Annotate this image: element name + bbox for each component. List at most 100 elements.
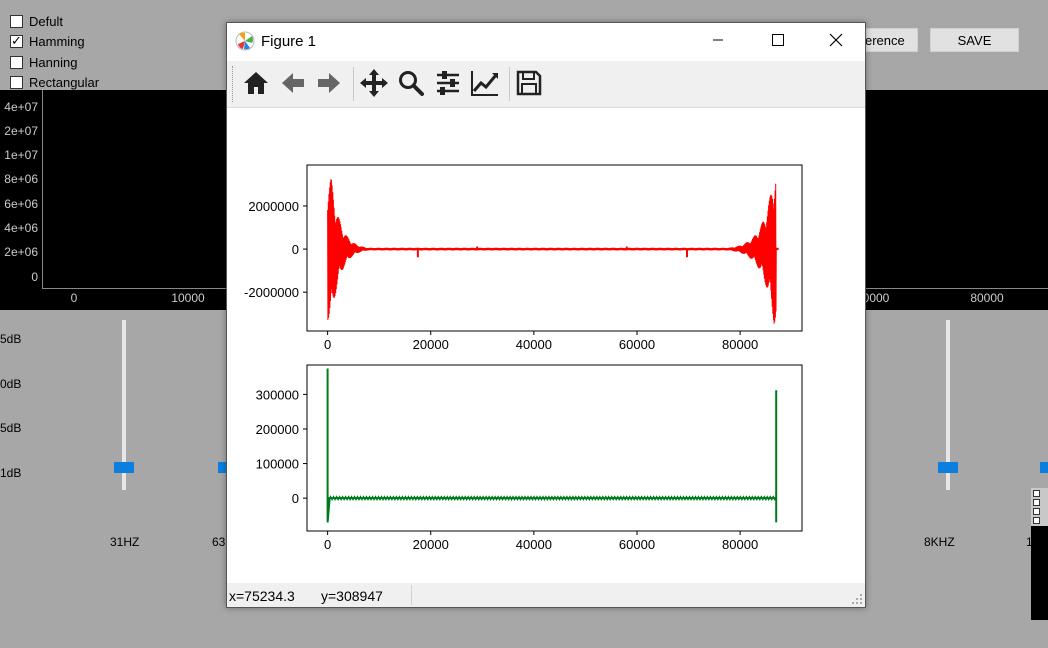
freq-label-31hz: 31HZ bbox=[110, 535, 140, 549]
window-option-hanning[interactable]: Hanning bbox=[10, 53, 77, 71]
axes-frame bbox=[306, 164, 803, 332]
defult-label: Defult bbox=[29, 13, 63, 29]
edit-curve-button[interactable] bbox=[469, 68, 501, 100]
toolbar-separator bbox=[509, 67, 510, 101]
resize-grip-icon[interactable] bbox=[851, 593, 863, 608]
title-bar[interactable]: Figure 1 bbox=[227, 23, 865, 61]
fft-noise-band bbox=[326, 495, 777, 502]
forward-button[interactable] bbox=[313, 68, 345, 100]
spectrum-y-axis bbox=[42, 90, 43, 288]
db-label: 1dB bbox=[0, 466, 22, 480]
toolbar-separator bbox=[353, 67, 354, 101]
y-tick-label: 200000 bbox=[256, 422, 299, 437]
axes-frame bbox=[306, 364, 803, 532]
forward-arrow-icon bbox=[315, 69, 343, 100]
window-title: Figure 1 bbox=[261, 33, 317, 50]
spectrum-plot-left: 4e+07 2e+07 1e+07 8e+06 6e+06 4e+06 2e+0… bbox=[0, 90, 232, 310]
eq-slider-63hz-handle[interactable] bbox=[218, 462, 226, 473]
y-tick-label: 100000 bbox=[256, 457, 299, 472]
x-tick-label: 80000 bbox=[722, 337, 758, 352]
back-arrow-icon bbox=[279, 69, 307, 100]
y-tick: 2e+07 bbox=[4, 124, 38, 138]
rectangular-checkbox[interactable] bbox=[10, 75, 23, 89]
spectrum-plot-right: 0000 80000 bbox=[863, 90, 1048, 310]
y-tick: 2e+06 bbox=[4, 245, 38, 259]
figure-canvas[interactable]: 0 20000 40000 60000 80000 2000000 0 -2000000 0 20… bbox=[227, 108, 865, 583]
cursor-y-readout: y=308947 bbox=[321, 588, 383, 604]
configure-subplots-icon bbox=[434, 69, 462, 100]
zoom-icon bbox=[397, 69, 425, 100]
y-tick: 4e+07 bbox=[4, 100, 38, 114]
x-tick: 10000 bbox=[171, 291, 205, 305]
save-button[interactable]: SAVE bbox=[930, 28, 1019, 52]
pan-button[interactable] bbox=[358, 68, 390, 100]
maximize-icon bbox=[772, 33, 784, 49]
cursor-x-readout: x=75234.3 bbox=[229, 588, 295, 604]
home-button[interactable] bbox=[240, 68, 272, 100]
rectangular-label: Rectangular bbox=[29, 74, 100, 90]
zoom-button[interactable] bbox=[395, 68, 427, 100]
freq-label-8khz: 8KHZ bbox=[924, 535, 955, 549]
x-tick: 80000 bbox=[970, 291, 1004, 305]
x-tick-label: 60000 bbox=[619, 537, 655, 552]
y-tick: 6e+06 bbox=[4, 197, 38, 211]
status-separator bbox=[411, 585, 412, 605]
y-tick: 4e+06 bbox=[4, 221, 38, 235]
save-icon bbox=[515, 69, 543, 100]
home-icon bbox=[242, 69, 270, 100]
difference-button[interactable]: erence bbox=[860, 28, 918, 52]
y-tick-label: 300000 bbox=[256, 387, 299, 402]
eq-slider-8khz-handle[interactable] bbox=[938, 462, 958, 473]
y-tick-label: 0 bbox=[292, 491, 299, 506]
back-button[interactable] bbox=[277, 68, 309, 100]
db-label: 5dB bbox=[0, 421, 22, 435]
minimize-icon bbox=[712, 34, 724, 49]
maximize-button[interactable] bbox=[755, 23, 801, 59]
edit-curve-icon bbox=[470, 69, 500, 100]
x-tick-label: 20000 bbox=[413, 337, 449, 352]
spectrum-x-axis bbox=[42, 288, 232, 289]
nested-window-thumbnail bbox=[1031, 488, 1048, 620]
x-tick-label: 80000 bbox=[722, 537, 758, 552]
y-tick: 1e+07 bbox=[4, 148, 38, 162]
x-tick-label: 40000 bbox=[516, 337, 552, 352]
x-tick-label: 60000 bbox=[619, 337, 655, 352]
pan-icon bbox=[359, 68, 389, 101]
window-option-hamming[interactable]: Hamming bbox=[10, 32, 85, 50]
y-tick: 0 bbox=[31, 270, 38, 284]
x-tick: 0000 bbox=[862, 291, 890, 305]
eq-slider-8khz-track[interactable] bbox=[946, 320, 950, 490]
x-tick-label: 40000 bbox=[516, 537, 552, 552]
window-option-rectangular[interactable]: Rectangular bbox=[10, 73, 99, 91]
matplotlib-logo-icon bbox=[235, 31, 255, 54]
window-option-defult[interactable]: Defult bbox=[10, 12, 63, 30]
spectrum-x-axis-right bbox=[866, 288, 1048, 289]
eq-slider-31hz-handle[interactable] bbox=[114, 462, 134, 473]
minimize-button[interactable] bbox=[695, 23, 741, 59]
y-tick: 8e+06 bbox=[4, 172, 38, 186]
freq-label-63hz: 63 bbox=[212, 535, 226, 549]
hamming-checkbox[interactable] bbox=[10, 33, 23, 49]
db-label: 5dB bbox=[0, 332, 22, 346]
y-tick-label: 2000000 bbox=[248, 199, 299, 214]
hanning-checkbox[interactable] bbox=[10, 55, 23, 69]
navigation-toolbar bbox=[227, 61, 865, 108]
save-figure-button[interactable] bbox=[513, 68, 545, 100]
figure-window: Figure 1 bbox=[226, 22, 866, 608]
hamming-label: Hamming bbox=[29, 33, 85, 49]
close-button[interactable] bbox=[813, 23, 859, 59]
close-icon bbox=[829, 33, 843, 50]
hanning-label: Hanning bbox=[29, 54, 78, 70]
status-bar: x=75234.3 y=308947 bbox=[227, 583, 865, 607]
x-tick-label: 0 bbox=[324, 537, 331, 552]
eq-slider-16khz-handle[interactable] bbox=[1040, 462, 1048, 473]
signal-line bbox=[327, 179, 779, 324]
toolbar-grip[interactable] bbox=[232, 66, 235, 102]
freq-label-16khz: 1 bbox=[1026, 535, 1033, 549]
configure-subplots-button[interactable] bbox=[432, 68, 464, 100]
defult-checkbox[interactable] bbox=[10, 14, 23, 28]
eq-slider-31hz-track[interactable] bbox=[122, 320, 126, 490]
db-label: 0dB bbox=[0, 377, 22, 391]
y-tick-label: 0 bbox=[292, 242, 299, 257]
